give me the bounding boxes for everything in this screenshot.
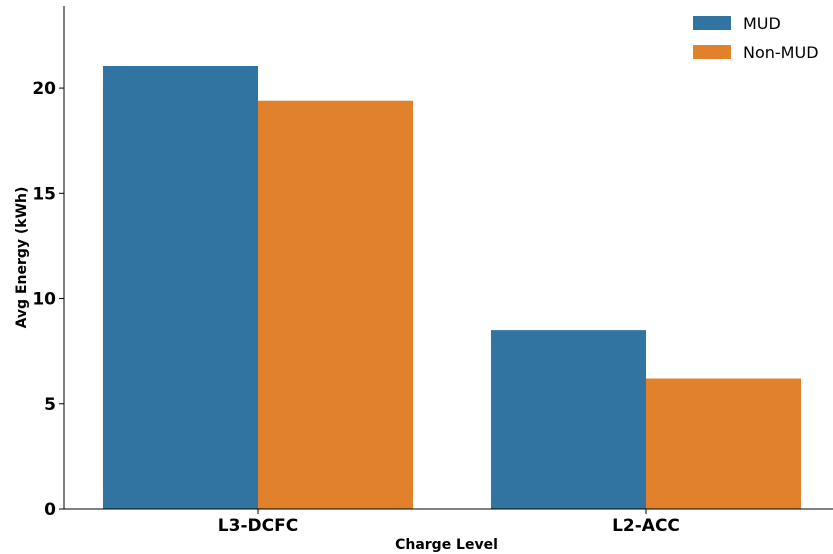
x-axis-label: Charge Level bbox=[395, 537, 498, 553]
legend-label-non-mud: Non-MUD bbox=[743, 43, 819, 62]
legend-swatch-mud bbox=[693, 16, 731, 30]
y-tick-label: 5 bbox=[44, 395, 56, 415]
bars-layer bbox=[103, 65, 801, 509]
bar-mud-l3-dcfc bbox=[103, 65, 258, 509]
legend-label-mud: MUD bbox=[743, 14, 781, 33]
x-axis-ticks: L3-DCFC L2-ACC bbox=[218, 509, 680, 536]
y-axis-ticks: 0 5 10 15 20 bbox=[32, 79, 64, 520]
y-tick-label: 15 bbox=[32, 184, 56, 204]
y-axis-label: Avg Energy (kWh) bbox=[14, 187, 30, 329]
y-tick-label: 0 bbox=[44, 500, 56, 520]
legend: MUD Non-MUD bbox=[693, 14, 819, 62]
x-tick-label: L3-DCFC bbox=[218, 516, 298, 536]
y-tick-label: 20 bbox=[32, 79, 56, 99]
bar-non-mud-l2-acc bbox=[646, 378, 801, 509]
x-tick-label: L2-ACC bbox=[612, 516, 680, 536]
legend-swatch-non-mud bbox=[693, 45, 731, 59]
bar-mud-l2-acc bbox=[491, 330, 646, 509]
y-tick-label: 10 bbox=[32, 290, 56, 310]
bar-non-mud-l3-dcfc bbox=[258, 100, 413, 509]
